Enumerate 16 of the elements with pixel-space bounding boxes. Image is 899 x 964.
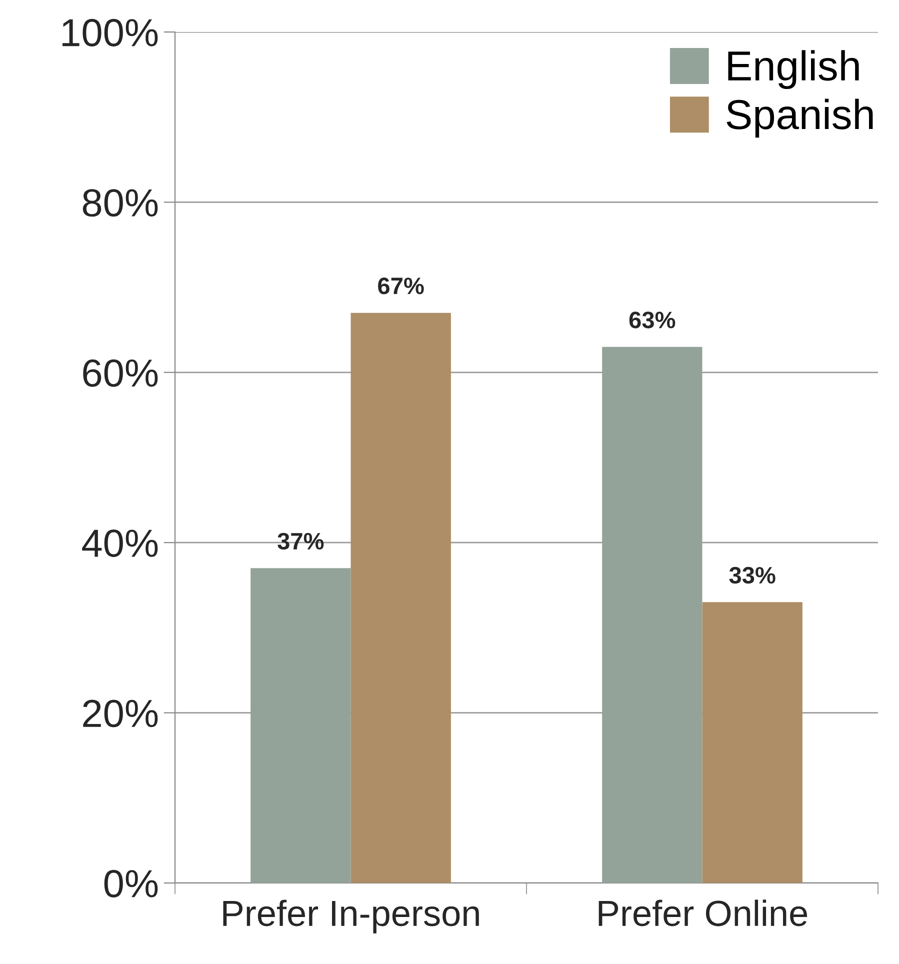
data-label: 33%: [729, 566, 776, 584]
x-tick-label: Prefer In-person: [223, 900, 479, 934]
data-label: 63%: [629, 312, 676, 328]
data-label: 67%: [378, 278, 424, 294]
data-label: 37%: [278, 532, 324, 550]
legend-label: Spanish: [726, 98, 873, 138]
y-tick-label: 100%: [62, 18, 158, 46]
bar: [350, 312, 451, 883]
bar: [702, 602, 802, 883]
y-tick-label: 80%: [82, 189, 158, 217]
y-tick-label: 20%: [83, 700, 158, 728]
legend-label: English: [728, 50, 859, 89]
y-tick-label: 60%: [83, 359, 158, 387]
x-tick-label: Prefer Online: [598, 900, 808, 926]
y-tick-label: 40%: [82, 530, 158, 558]
y-tick-label: 0%: [104, 870, 158, 898]
